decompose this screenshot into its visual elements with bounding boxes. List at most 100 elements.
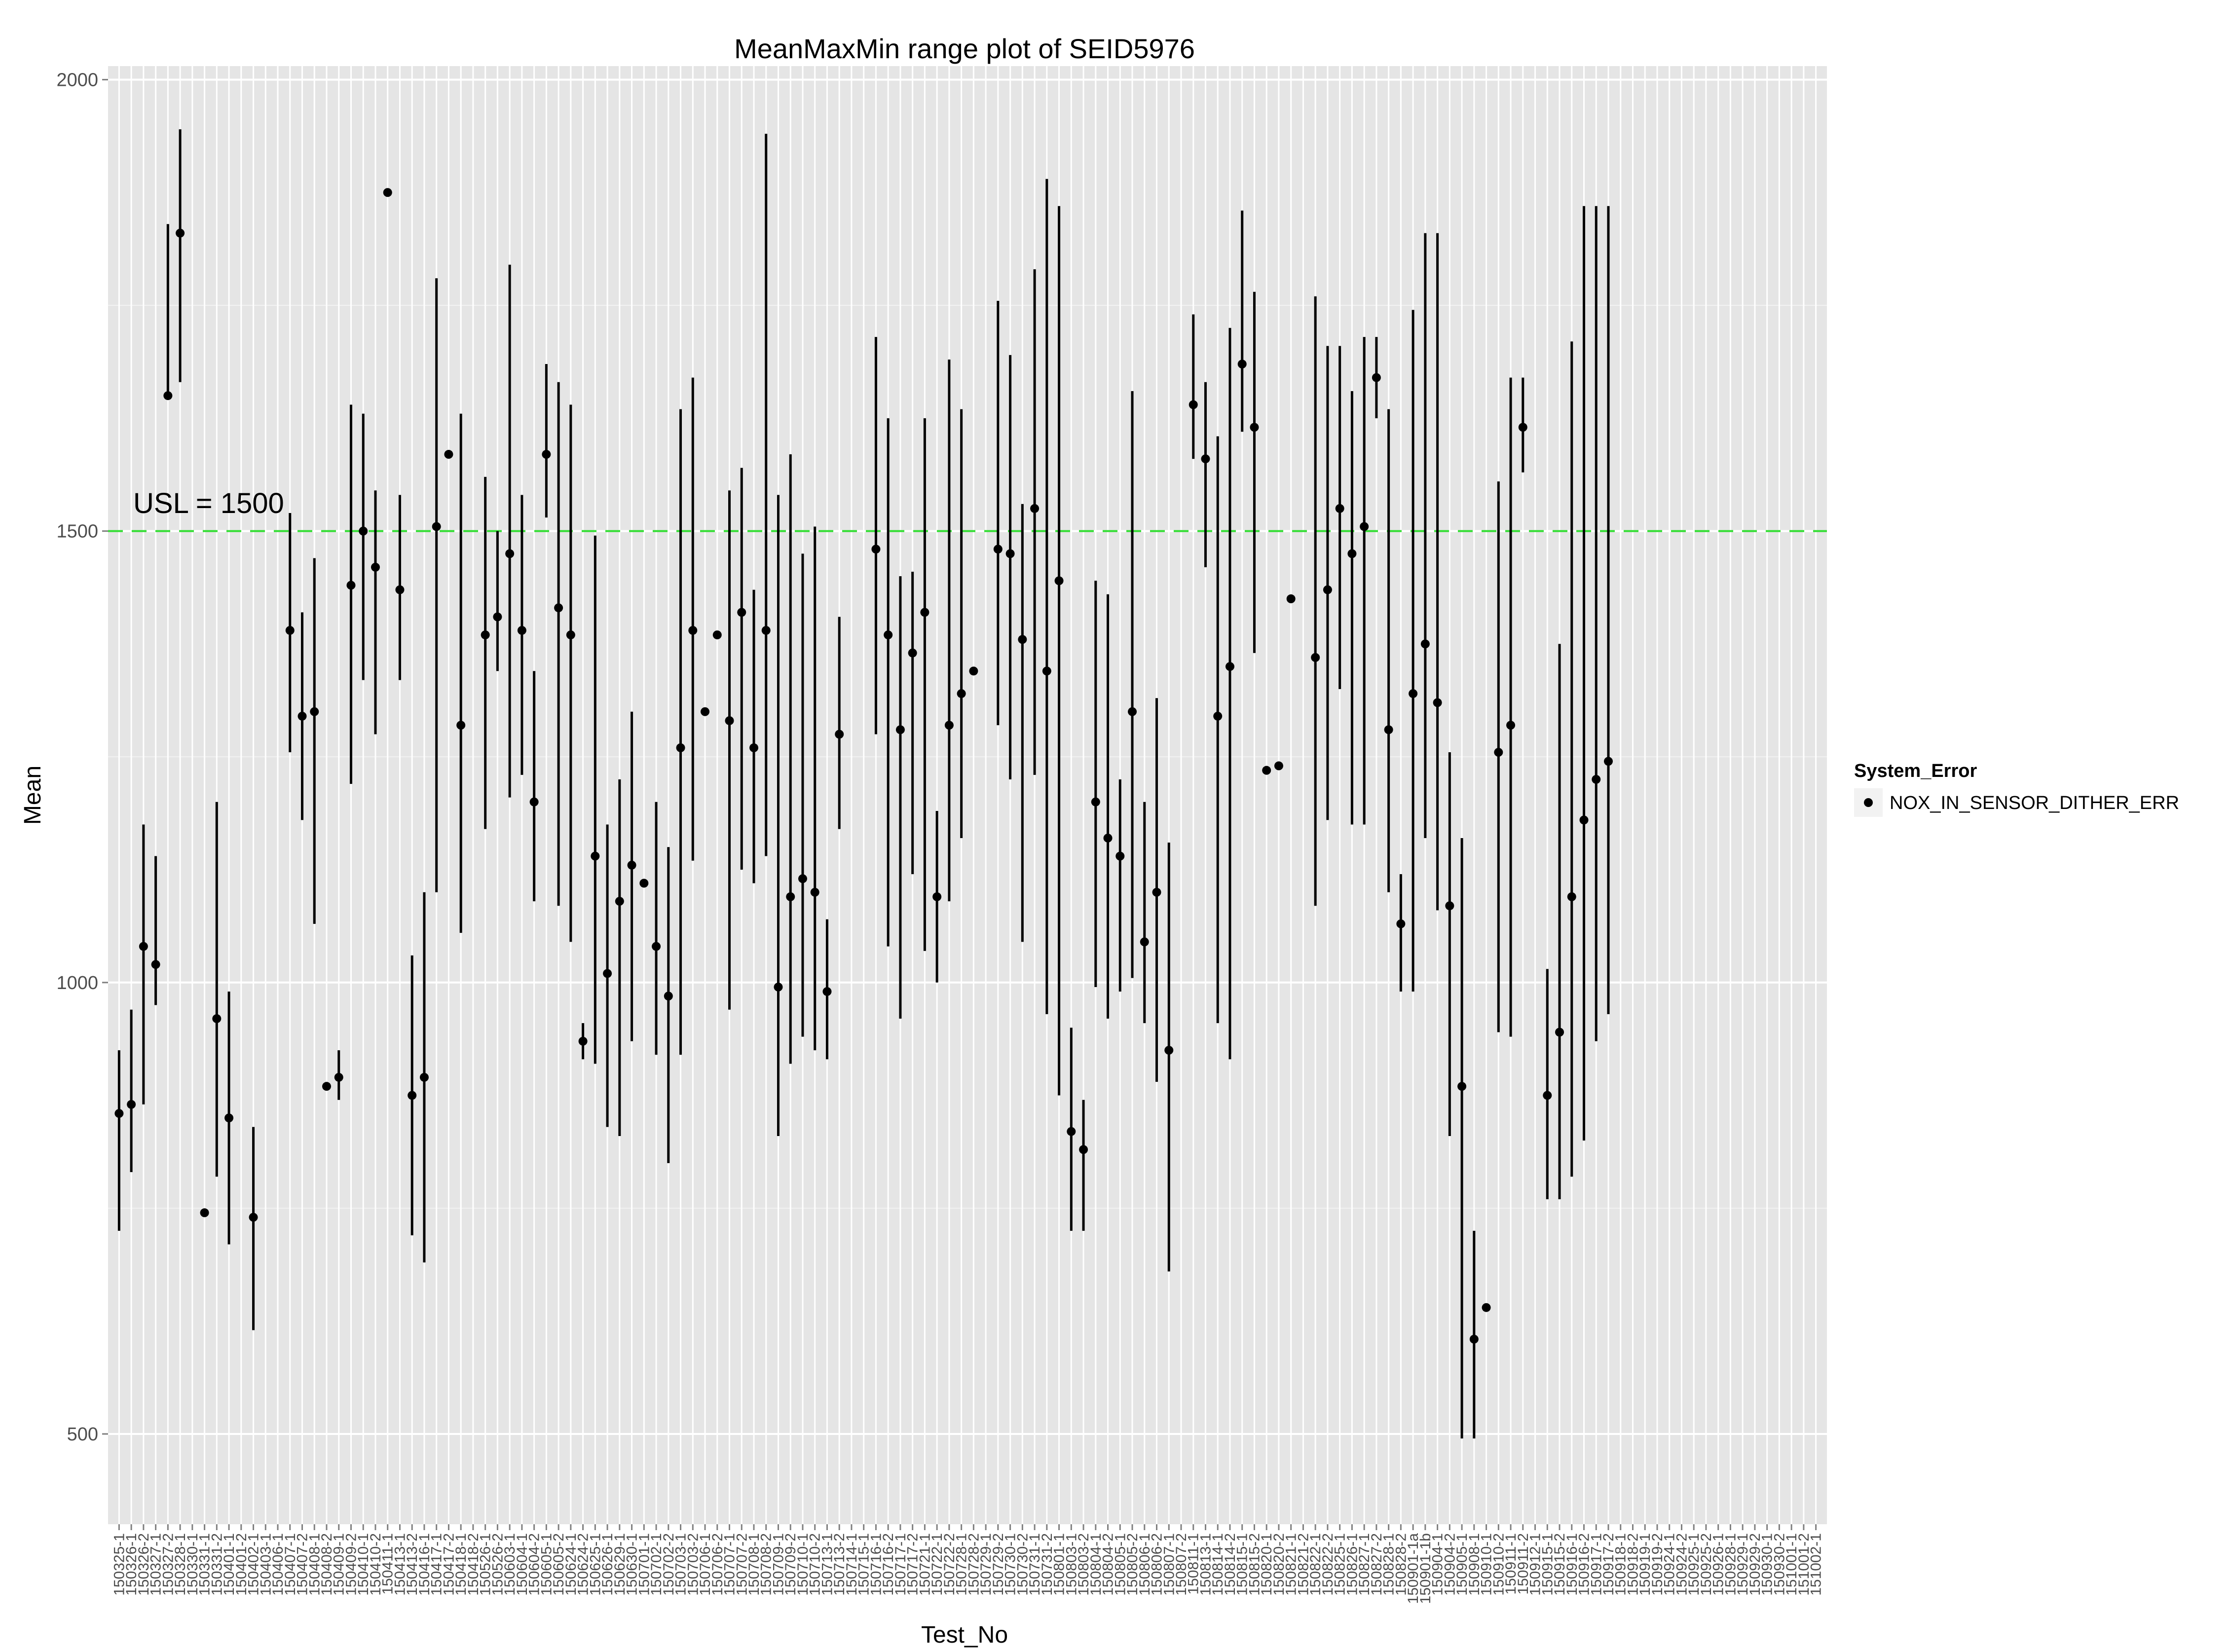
mean-point [652,942,661,951]
mean-point [114,1109,124,1118]
x-tick-label: 150408-1 [306,1533,323,1596]
mean-point [932,892,942,901]
x-tick-label: 150408-2 [319,1533,335,1596]
mean-point [603,969,612,978]
legend-label: NOX_IN_SENSOR_DITHER_ERR [1890,793,2179,813]
mean-point [432,522,441,531]
x-tick-label: 150410-1 [355,1533,372,1596]
x-tick-label: 150710-1 [795,1533,811,1596]
x-tick-label: 150703-1 [673,1533,689,1596]
x-tick-label: 150402-1 [246,1533,262,1596]
mean-point [1225,662,1234,671]
mean-point [1311,653,1320,662]
x-tick-label: 150721-1 [917,1533,933,1596]
x-tick-label: 150416-1 [416,1533,433,1596]
x-tick-label: 150328-1 [172,1533,188,1596]
x-tick-label: 150918-2 [1625,1533,1641,1596]
x-tick-label: 150326-1 [123,1533,140,1596]
y-tick-label: 500 [67,1424,98,1445]
x-tick-label: 150626-1 [599,1533,616,1596]
x-tick-label: 150901-1a [1405,1533,1421,1604]
mean-point [884,630,893,640]
x-tick-label: 150331-1 [197,1533,213,1596]
mean-point [944,721,954,730]
mean-point [1042,666,1051,676]
x-tick-label: 151001-1 [1784,1533,1800,1596]
x-tick-label: 150821-1 [1283,1533,1300,1596]
mean-point [408,1091,417,1100]
x-tick-label: 150327-1 [148,1533,164,1596]
x-tick-label: 150930-1 [1759,1533,1776,1596]
mean-point [395,585,405,594]
mean-point [1494,748,1503,757]
plot-panel [108,66,1827,1524]
x-tick-label: 150331-2 [209,1533,225,1596]
mean-point [1469,1334,1479,1344]
x-tick-label: 150729-1 [978,1533,994,1596]
mean-point [688,625,698,635]
x-tick-label: 150401-1 [221,1533,237,1596]
mean-point [1091,797,1100,807]
mean-point [200,1208,209,1217]
x-tick-label: 150701-1 [636,1533,652,1596]
mean-point [920,608,929,617]
x-tick-label: 150605-2 [551,1533,567,1596]
mean-point [1201,454,1210,464]
mean-point [1005,549,1015,558]
mean-point [1384,725,1393,734]
x-tick-label: 151002-1 [1808,1533,1824,1596]
x-tick-label: 150804-1 [1088,1533,1104,1596]
mean-point [1018,635,1027,644]
x-tick-label: 150715-1 [856,1533,872,1596]
x-tick-label: 150911-2 [1515,1533,1531,1595]
x-tick-label: 150807-1 [1161,1533,1177,1596]
x-tick-label: 150901-1b [1417,1533,1434,1604]
mean-point [359,526,368,536]
mean-point [1067,1127,1076,1136]
mean-point [786,892,795,901]
x-tick-label: 150807-2 [1173,1533,1189,1596]
mean-point [1592,774,1601,784]
x-tick-label: 150908-1 [1466,1533,1483,1596]
mean-point [322,1082,331,1091]
x-tick-label: 150917-2 [1600,1533,1617,1596]
x-tick-label: 150731-1 [1027,1533,1043,1596]
x-tick-label: 150330-1 [185,1533,201,1596]
x-tick-label: 150828-1 [1381,1533,1397,1596]
mean-point [456,721,466,730]
mean-point [1445,901,1454,911]
mean-point [701,707,710,716]
mean-point [444,450,453,459]
x-tick-label: 150713-2 [831,1533,848,1596]
mean-point [1237,360,1247,369]
mean-point [835,730,844,739]
x-tick-label: 150604-2 [526,1533,543,1596]
mean-point [1152,887,1161,897]
x-tick-label: 150625-1 [587,1533,603,1596]
mean-point [810,887,819,897]
mean-point [371,562,380,572]
x-tick-label: 150707-1 [722,1533,738,1596]
mean-point [871,545,881,554]
mean-point [1250,423,1259,432]
x-tick-label: 150709-1 [770,1533,786,1596]
x-tick-label: 150603-1 [502,1533,518,1596]
x-tick-label: 150713-1 [819,1533,835,1596]
x-tick-label: 150722-2 [941,1533,958,1596]
x-tick-label: 150822-1 [1307,1533,1324,1596]
mean-point [127,1100,136,1109]
x-tick-label: 150716-2 [880,1533,896,1596]
x-tick-label: 150706-2 [709,1533,726,1596]
mean-point [297,711,307,721]
mean-point [712,630,722,640]
mean-point [334,1072,343,1082]
mean-point [505,549,515,558]
x-tick-label: 150702-2 [661,1533,677,1596]
mean-point [761,625,771,635]
x-tick-label: 150919-1 [1637,1533,1653,1596]
x-tick-label: 150630-1 [624,1533,640,1596]
x-tick-label: 150826-1 [1344,1533,1360,1596]
x-tick-label: 150409-2 [343,1533,359,1596]
x-tick-label: 150916-1 [1564,1533,1580,1596]
